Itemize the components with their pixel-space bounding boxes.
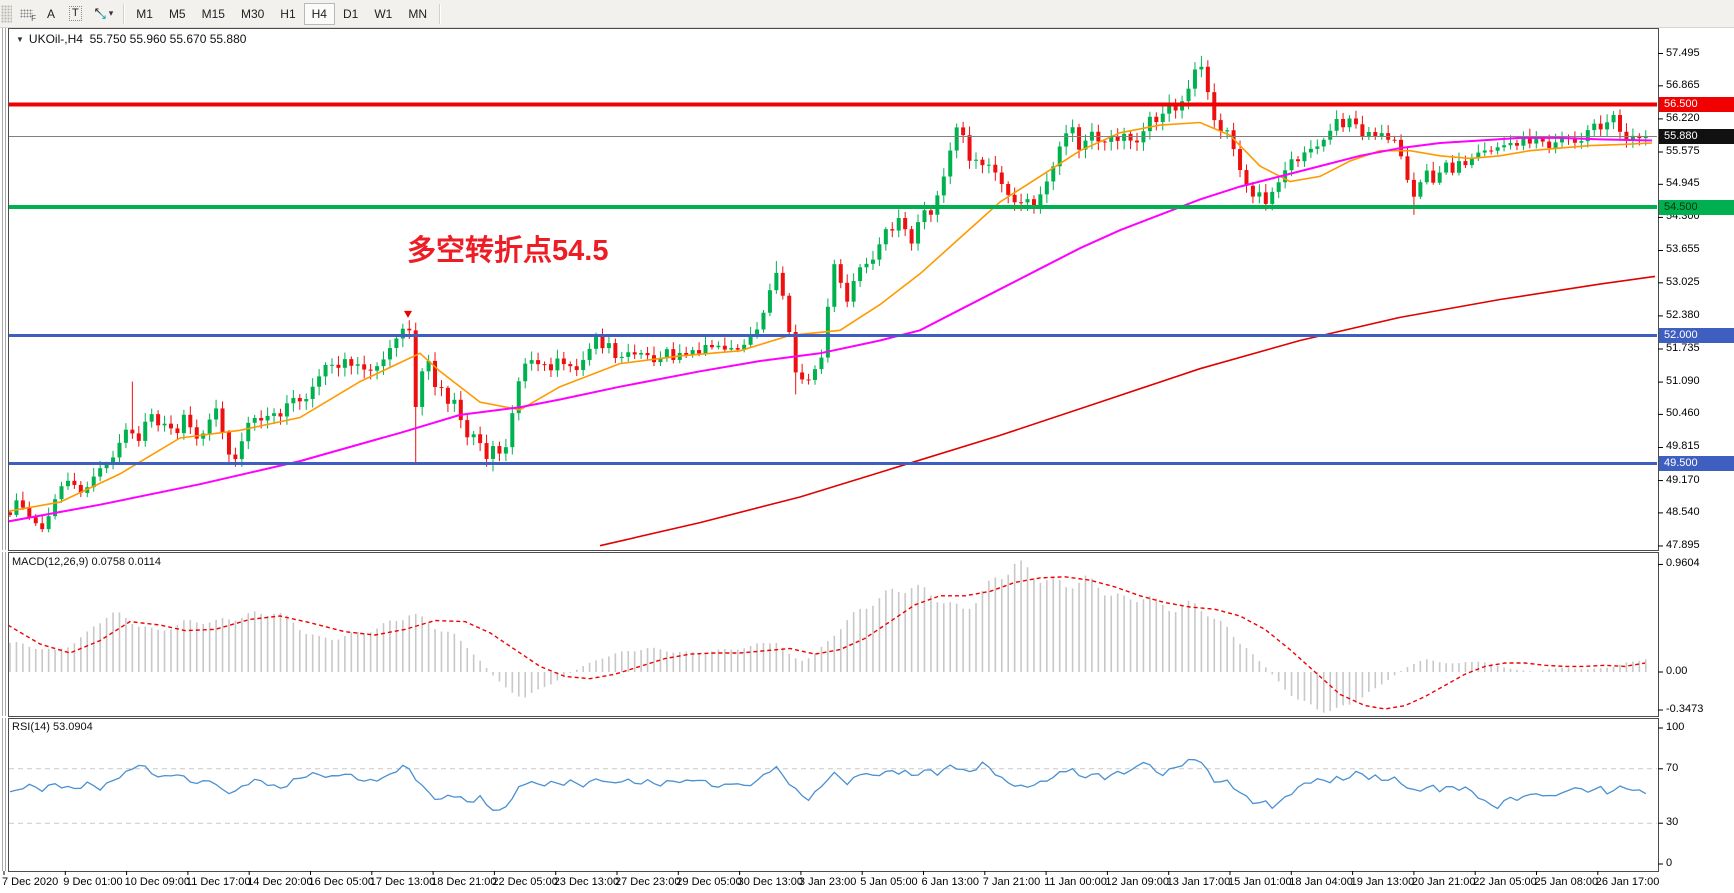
timeframe-button-M1[interactable]: M1 (128, 3, 161, 25)
grid-f-label: F (31, 13, 36, 23)
timeframe-button-H4[interactable]: H4 (303, 2, 335, 25)
timeframe-button-D1[interactable]: D1 (335, 3, 366, 25)
toolbar-separator (123, 3, 125, 24)
macd-signal-line (9, 576, 1646, 710)
ma-slow-red (599, 275, 1656, 547)
ma-fast-orange (9, 121, 1653, 512)
toolbar-grip[interactable] (1, 4, 12, 23)
diagonal-arrows-icon: ↖ ↘ (93, 5, 108, 22)
rsi-line (9, 758, 1647, 811)
toolbar-separator (439, 3, 440, 24)
candles-layer (9, 55, 1656, 547)
arrow-down-right-icon: ↘ (97, 9, 107, 22)
timeframe-button-M30[interactable]: M30 (233, 3, 272, 25)
dropdown-caret-icon: ▾ (108, 8, 114, 18)
t-box-glyph: T (69, 6, 82, 21)
toolbar: F A T ↖ ↘ ▾ M1 M5 M15 M30 H1 H4 D1 W1 MN (0, 0, 1734, 28)
timeframe-button-MN[interactable]: MN (400, 3, 435, 25)
sell-arrow-marker[interactable] (404, 310, 412, 318)
timeframe-group: M1 M5 M15 M30 H1 H4 D1 W1 MN (128, 2, 435, 25)
timeframe-button-M15[interactable]: M15 (194, 3, 233, 25)
dot-grid-icon (20, 9, 33, 18)
arrow-up-left-icon: ↖ (93, 5, 103, 18)
text-label-a-icon[interactable]: A (39, 3, 63, 25)
macd-panel (8, 552, 1659, 717)
cursor-arrows-icon[interactable]: ↖ ↘ ▾ (88, 3, 120, 25)
grid-f-icon[interactable]: F (14, 3, 39, 25)
rsi-panel (8, 718, 1659, 872)
text-box-t-icon[interactable]: T (63, 3, 88, 25)
timeframe-button-H1[interactable]: H1 (272, 3, 303, 25)
timeframe-button-W1[interactable]: W1 (366, 3, 400, 25)
ma-mid-magenta (9, 136, 1653, 523)
timeframe-button-M5[interactable]: M5 (161, 3, 194, 25)
